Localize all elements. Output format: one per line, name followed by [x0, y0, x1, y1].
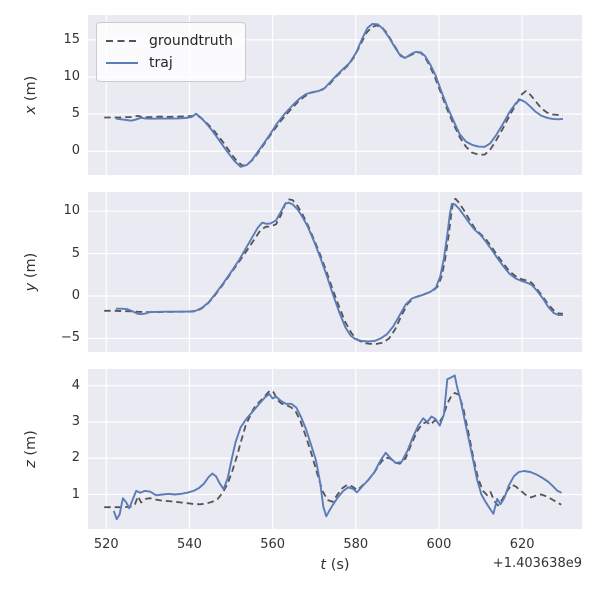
y-tick-label: 0: [71, 287, 80, 303]
y-tick-label: 4: [71, 377, 80, 393]
legend-label-groundtruth: groundtruth: [149, 33, 234, 49]
y-tick-label: 15: [63, 31, 80, 47]
y-tick-label: 0: [71, 143, 80, 159]
legend-item-traj: traj: [106, 52, 233, 74]
legend-item-groundtruth: groundtruth: [106, 30, 233, 52]
x-tick-label: 580: [343, 537, 369, 552]
subplot-z: [88, 369, 582, 529]
x-tick-label: 520: [93, 537, 119, 552]
x-tick-label: 600: [426, 537, 452, 552]
y-tick-label: 3: [71, 413, 80, 429]
x-tick-label: 620: [509, 537, 535, 552]
x-tick-label: 560: [260, 537, 286, 552]
plot-area-y: [88, 192, 582, 352]
series-traj-line: [112, 374, 562, 521]
legend: groundtruth traj: [96, 22, 247, 82]
series-traj-line: [115, 22, 563, 168]
y-tick-label: 5: [71, 245, 80, 261]
legend-label-traj: traj: [149, 55, 173, 71]
series-groundtruth-line: [104, 389, 562, 509]
series-traj-line: [115, 201, 563, 343]
y-tick-label: −5: [60, 330, 80, 346]
subplot-y: [88, 192, 582, 352]
x-axis-label: t (s): [320, 557, 350, 573]
y-tick-label: 10: [63, 68, 80, 84]
y-tick-label: 5: [71, 106, 80, 122]
y-tick-label: 10: [63, 203, 80, 219]
x-tick-label: 540: [177, 537, 202, 552]
solid-line-icon: [106, 62, 138, 64]
y-tick-label: 1: [71, 486, 80, 502]
series-groundtruth-line: [104, 197, 563, 345]
dashed-line-icon: [106, 40, 138, 42]
plot-area-z: [88, 369, 582, 529]
y-tick-label: 2: [71, 450, 80, 466]
axis-offset-text: +1.403638e9: [492, 556, 582, 571]
